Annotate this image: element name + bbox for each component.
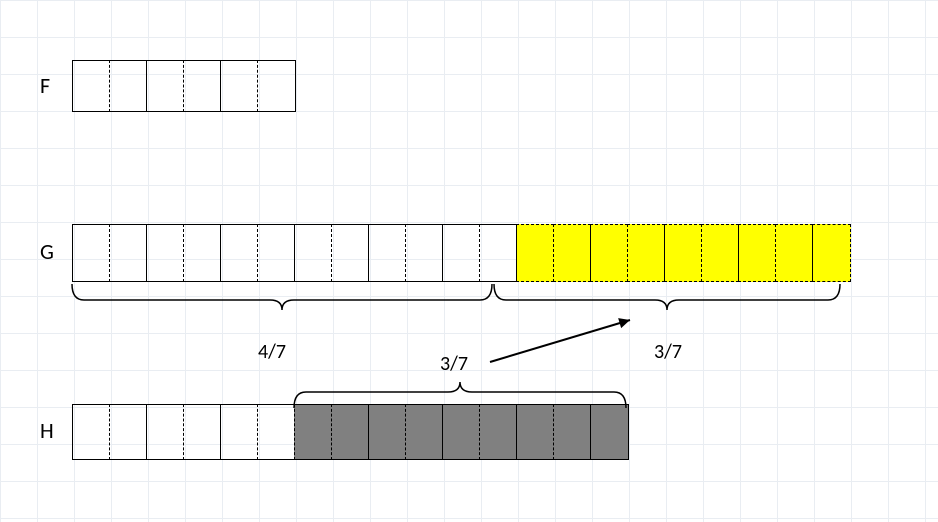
cell bbox=[109, 60, 147, 112]
cell bbox=[72, 224, 110, 282]
cell bbox=[516, 224, 554, 282]
cell bbox=[442, 224, 480, 282]
gridline-horizontal bbox=[0, 0, 938, 1]
cell bbox=[146, 224, 184, 282]
cell bbox=[109, 224, 147, 282]
cell bbox=[664, 224, 702, 282]
brace-g_right bbox=[494, 284, 840, 310]
cell bbox=[738, 224, 776, 282]
gridline-horizontal bbox=[0, 481, 938, 482]
cell bbox=[553, 404, 591, 460]
cell bbox=[109, 404, 147, 460]
gridline-horizontal bbox=[0, 518, 938, 519]
cell bbox=[294, 404, 332, 460]
cell bbox=[368, 224, 406, 282]
cell bbox=[257, 224, 295, 282]
row-label-H: H bbox=[40, 417, 54, 444]
row-label-F: F bbox=[40, 72, 50, 99]
cell bbox=[183, 404, 221, 460]
cell bbox=[72, 404, 110, 460]
cell bbox=[220, 60, 258, 112]
cell bbox=[590, 224, 628, 282]
cell bbox=[220, 224, 258, 282]
cell bbox=[257, 404, 295, 460]
cell bbox=[220, 404, 258, 460]
gridline-horizontal bbox=[0, 333, 938, 334]
cell bbox=[331, 404, 369, 460]
bar-F bbox=[72, 60, 294, 112]
gridline-horizontal bbox=[0, 185, 938, 186]
bar-G bbox=[72, 224, 849, 282]
fraction-label-g_left: 4/7 bbox=[258, 340, 286, 364]
cell bbox=[627, 224, 665, 282]
gridline-horizontal bbox=[0, 296, 938, 297]
gridline-horizontal bbox=[0, 37, 938, 38]
cell bbox=[590, 404, 629, 460]
cell bbox=[368, 404, 406, 460]
cell bbox=[516, 404, 554, 460]
cell bbox=[405, 224, 443, 282]
gridline-horizontal bbox=[0, 148, 938, 149]
cell bbox=[442, 404, 480, 460]
cell bbox=[405, 404, 443, 460]
cell bbox=[146, 60, 184, 112]
cell bbox=[257, 60, 296, 112]
cell bbox=[72, 60, 110, 112]
bar-H bbox=[72, 404, 627, 460]
fraction-label-h_top: 3/7 bbox=[440, 352, 468, 376]
fraction-label-g_right: 3/7 bbox=[654, 340, 682, 364]
cell bbox=[146, 404, 184, 460]
cell bbox=[553, 224, 591, 282]
cell bbox=[294, 224, 332, 282]
cell bbox=[479, 224, 517, 282]
gridline-horizontal bbox=[0, 222, 938, 223]
cell bbox=[331, 224, 369, 282]
diagram-stage: F G H 4/7 3/7 3/7 bbox=[0, 0, 938, 522]
brace-g_left bbox=[72, 284, 492, 310]
cell bbox=[479, 404, 517, 460]
cell bbox=[183, 60, 221, 112]
arrow-line bbox=[490, 320, 630, 362]
gridline-horizontal bbox=[0, 370, 938, 371]
cell bbox=[775, 224, 813, 282]
row-label-G: G bbox=[40, 238, 54, 265]
cell bbox=[701, 224, 739, 282]
cell bbox=[183, 224, 221, 282]
cell bbox=[812, 224, 851, 282]
